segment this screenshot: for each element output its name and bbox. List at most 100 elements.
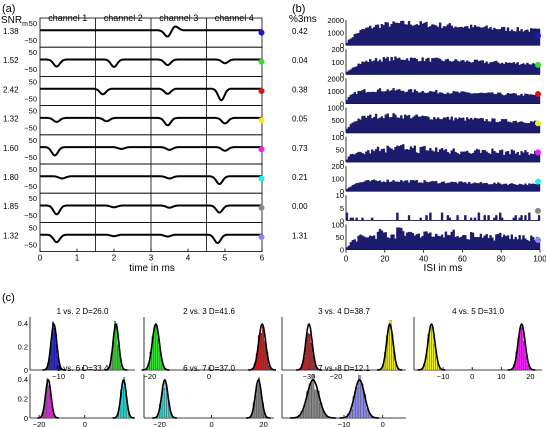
isi-x-tick-label: 20 <box>380 255 389 264</box>
unit-color-dot <box>535 149 541 156</box>
pair-histogram-bar <box>433 344 436 371</box>
pair-gaussian-fit <box>112 378 135 419</box>
y-tick-label: 50 <box>29 48 37 57</box>
pair-gaussian-fit <box>152 378 177 419</box>
panel-b-xlabel: ISI in ms <box>424 263 463 274</box>
pair-y-tick-label: 0.2 <box>18 394 28 403</box>
snr-value: 1.85 <box>3 202 19 211</box>
y-tick-label: −50 <box>24 124 37 133</box>
panel-label-a: (a) <box>2 3 15 15</box>
waveform-line <box>40 58 262 68</box>
y-tick-label: 50 <box>29 19 37 28</box>
isi-y-tick-label: 100 <box>331 133 344 142</box>
snr-value: 1.60 <box>3 144 19 153</box>
isi-y-tick-label: 2000 <box>327 16 344 25</box>
pair-gaussian-fit <box>141 323 170 371</box>
y-tick-label: 50 <box>29 194 37 203</box>
pair-gaussian-fit <box>42 323 66 371</box>
isi-x-tick-label: 80 <box>497 255 506 264</box>
pair-histogram-bar <box>115 323 118 371</box>
pair-x-tick-label: −20 <box>330 372 343 381</box>
pair-x-tick-label: 20 <box>259 420 267 427</box>
pct-value: 0.38 <box>292 85 308 94</box>
pair-y-tick-label: 0.2 <box>18 342 28 351</box>
isi-y-tick-label: 200 <box>331 162 344 171</box>
y-tick-label: 50 <box>29 165 37 174</box>
panel-a-xlabel: time in ms <box>129 263 175 274</box>
isi-x-tick-label: 0 <box>344 255 349 264</box>
isi-histogram <box>345 88 541 104</box>
pair-histogram-bar <box>521 326 524 371</box>
y-tick-label: −50 <box>24 36 37 45</box>
snr-value: 2.42 <box>3 85 19 94</box>
isi-histogram <box>345 227 541 250</box>
pair-x-tick-label: 0 <box>210 420 214 427</box>
unit-color-dot <box>535 91 541 98</box>
isi-y-tick-label: 100 <box>331 58 344 67</box>
pair-x-tick-label: 0 <box>470 372 474 381</box>
isi-y-tick-label: 500 <box>331 116 344 125</box>
isi-y-tick-label: 0 <box>340 187 344 196</box>
unit-color-dot <box>535 237 541 244</box>
isi-y-tick-label: 0 <box>340 216 344 225</box>
panel-label-c: (c) <box>2 292 15 304</box>
pct-value: 0.04 <box>292 56 308 65</box>
pair-gaussian-fit <box>376 323 403 371</box>
pair-histogram-bar <box>123 377 126 419</box>
isi-y-tick-label: 0 <box>340 129 344 138</box>
isi-y-tick-label: 50 <box>336 233 344 242</box>
isi-x-tick-label: 60 <box>458 255 467 264</box>
snr-value: 1.38 <box>3 27 19 36</box>
y-tick-label: −50 <box>24 240 37 249</box>
pair-y-tick-label: 0.4 <box>18 375 28 384</box>
unit-color-dot <box>535 178 541 185</box>
isi-x-tick-label: 40 <box>419 255 428 264</box>
pair-histogram-bar <box>258 377 261 419</box>
y-tick-label: 50 <box>29 223 37 232</box>
y-tick-label: 50 <box>29 107 37 116</box>
pair-y-tick-label: 0.4 <box>18 319 28 328</box>
pair-title: 5 vs. 6 D=33.4 <box>57 364 109 373</box>
pair-gaussian-fit <box>417 323 446 371</box>
isi-histogram <box>345 212 541 221</box>
pair-x-tick-label: 0 <box>381 420 385 427</box>
pair-x-tick-label: −20 <box>144 372 157 381</box>
pair-x-tick-label: −20 <box>153 420 166 427</box>
isi-y-tick-label: 1000 <box>327 29 344 38</box>
pair-histogram-bar <box>48 385 50 419</box>
pair-x-tick-label: −10 <box>52 372 65 381</box>
pair-gaussian-fit <box>339 379 380 419</box>
pair-x-tick-label: −10 <box>338 420 351 427</box>
unit-color-dot <box>258 175 265 182</box>
pct-value: 0.21 <box>292 173 308 182</box>
y-tick-label: −50 <box>24 211 37 220</box>
pair-title: 3 vs. 4 D=38.7 <box>318 307 370 316</box>
unit-color-dot <box>258 88 265 94</box>
unit-color-dot <box>258 117 265 124</box>
x-tick-label: 5 <box>223 254 228 263</box>
x-tick-label: 3 <box>149 254 154 263</box>
pair-x-tick-label: 0 <box>80 372 84 381</box>
panel-a-waveforms: 50−501.3850−501.5250−502.4250−501.3250−5… <box>3 17 265 263</box>
waveform-line <box>40 146 262 157</box>
isi-y-tick-label: 5 <box>340 204 344 213</box>
pair-histogram-bar <box>52 321 54 371</box>
isi-y-tick-label: 100 <box>331 175 344 184</box>
pair-y-tick-label: 0 <box>24 414 28 423</box>
isi-histogram <box>345 20 541 46</box>
unit-color-dot <box>258 146 265 153</box>
pair-gaussian-fit <box>248 323 276 371</box>
snr-value: 1.80 <box>3 173 19 182</box>
isi-y-tick-label: 0 <box>340 100 344 109</box>
snr-value: 1.32 <box>3 231 19 240</box>
waveform-line <box>40 233 262 245</box>
pair-gaussian-fit <box>296 323 322 371</box>
y-tick-label: −50 <box>24 182 37 191</box>
isi-y-tick-label: 10 <box>336 191 344 200</box>
x-tick-label: 4 <box>186 254 191 263</box>
pair-histogram-bar <box>314 389 317 419</box>
pair-x-tick-label: 10 <box>497 372 505 381</box>
pair-x-tick-label: −30 <box>303 372 316 381</box>
pair-gaussian-fit <box>37 378 59 419</box>
unit-color-dot <box>258 29 265 36</box>
